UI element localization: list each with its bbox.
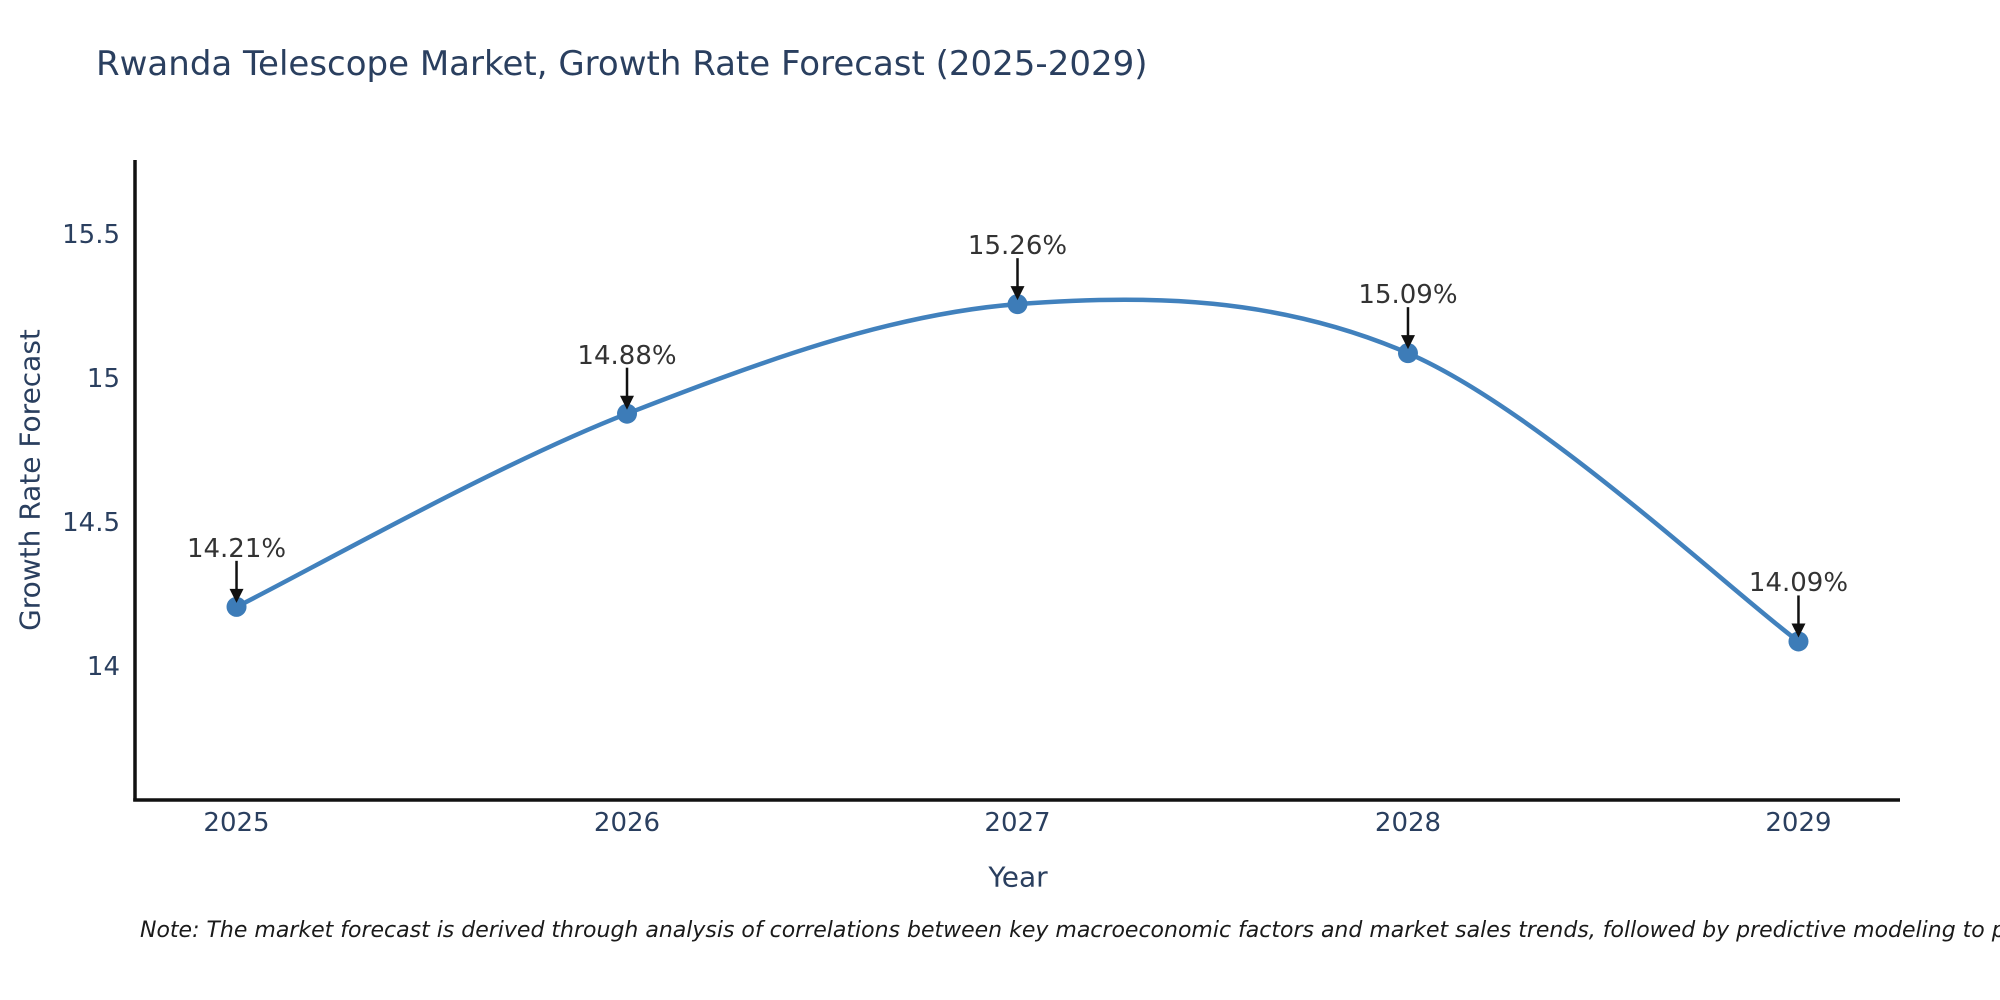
data-point-marker[interactable] bbox=[1397, 343, 1418, 364]
x-tick-label: 2028 bbox=[1374, 808, 1442, 838]
point-value-annotation: 14.21% bbox=[186, 533, 287, 564]
data-point-marker[interactable] bbox=[226, 596, 247, 617]
x-tick-label: 2029 bbox=[1765, 808, 1832, 838]
x-tick-label: 2027 bbox=[984, 808, 1051, 838]
x-tick-label: 2026 bbox=[593, 808, 661, 838]
annotation-arrowhead-icon bbox=[1010, 286, 1025, 301]
y-tick-label: 15 bbox=[86, 364, 120, 395]
y-tick-label: 14 bbox=[86, 652, 120, 683]
annotation-arrowhead-icon bbox=[229, 588, 244, 603]
point-value-annotation: 14.09% bbox=[1748, 568, 1849, 599]
x-axis-title: Year bbox=[988, 860, 1048, 894]
y-tick-label: 14.5 bbox=[62, 508, 120, 539]
trend-line bbox=[234, 297, 1801, 644]
point-value-annotation: 15.26% bbox=[967, 231, 1068, 262]
x-tick-label: 2025 bbox=[203, 808, 270, 838]
point-value-annotation: 15.09% bbox=[1358, 280, 1458, 311]
y-tick-label: 15.5 bbox=[62, 219, 120, 250]
data-point-marker[interactable] bbox=[1788, 631, 1809, 652]
annotation-arrowhead-icon bbox=[620, 395, 635, 410]
annotation-arrowhead-icon bbox=[1400, 335, 1415, 350]
chart-title: Rwanda Telescope Market, Growth Rate For… bbox=[96, 44, 1148, 84]
annotation-arrowhead-icon bbox=[1791, 623, 1806, 638]
data-point-marker[interactable] bbox=[617, 403, 638, 424]
point-value-annotation: 14.88% bbox=[577, 340, 677, 371]
data-point-marker[interactable] bbox=[1007, 294, 1028, 315]
footnote: Note: The market forecast is derived thr… bbox=[140, 918, 2000, 943]
